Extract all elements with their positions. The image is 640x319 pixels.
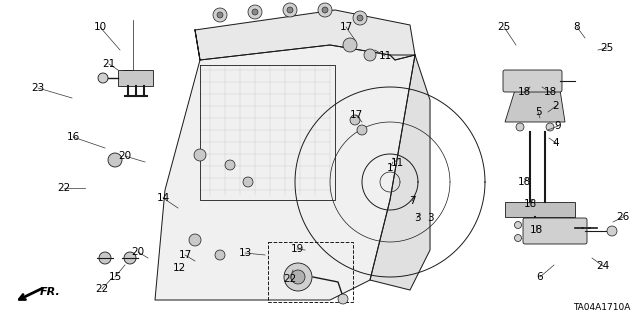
Text: 22: 22 <box>95 284 109 294</box>
Circle shape <box>98 73 108 83</box>
Text: 25: 25 <box>497 22 511 32</box>
Text: 18: 18 <box>517 87 531 97</box>
Text: 17: 17 <box>349 110 363 120</box>
Text: FR.: FR. <box>40 287 61 297</box>
Circle shape <box>357 125 367 135</box>
Polygon shape <box>155 30 415 300</box>
Polygon shape <box>505 202 575 217</box>
Circle shape <box>343 38 357 52</box>
Text: 23: 23 <box>31 83 45 93</box>
Circle shape <box>215 250 225 260</box>
Text: 12: 12 <box>172 263 186 273</box>
Text: 9: 9 <box>555 121 561 131</box>
Text: 15: 15 <box>108 272 122 282</box>
Polygon shape <box>505 90 565 122</box>
Text: 17: 17 <box>339 22 353 32</box>
Circle shape <box>284 263 312 291</box>
Circle shape <box>291 270 305 284</box>
Text: 16: 16 <box>67 132 79 142</box>
Text: 13: 13 <box>238 248 252 258</box>
Circle shape <box>283 3 297 17</box>
Circle shape <box>252 9 258 15</box>
FancyBboxPatch shape <box>523 218 587 244</box>
Polygon shape <box>195 10 415 60</box>
Text: 25: 25 <box>600 43 614 53</box>
Text: 17: 17 <box>179 250 191 260</box>
Text: 4: 4 <box>553 138 559 148</box>
Circle shape <box>287 7 293 13</box>
Circle shape <box>99 252 111 264</box>
Circle shape <box>516 123 524 131</box>
Text: 18: 18 <box>529 225 543 235</box>
Text: 22: 22 <box>58 183 70 193</box>
Text: 21: 21 <box>102 59 116 69</box>
Text: 11: 11 <box>378 51 392 61</box>
Circle shape <box>124 252 136 264</box>
Text: 20: 20 <box>118 151 132 161</box>
Text: 22: 22 <box>284 274 296 284</box>
Circle shape <box>353 11 367 25</box>
Text: 18: 18 <box>517 177 531 187</box>
Circle shape <box>546 123 554 131</box>
Text: 3: 3 <box>427 213 433 223</box>
Bar <box>268 242 353 302</box>
Text: 2: 2 <box>553 101 559 111</box>
Polygon shape <box>370 55 430 290</box>
Text: 7: 7 <box>409 196 415 206</box>
Text: 18: 18 <box>524 199 536 209</box>
Text: 1: 1 <box>387 163 394 173</box>
Circle shape <box>248 5 262 19</box>
Circle shape <box>217 12 223 18</box>
Circle shape <box>225 160 235 170</box>
Circle shape <box>338 294 348 304</box>
Circle shape <box>364 49 376 61</box>
FancyBboxPatch shape <box>503 70 562 92</box>
Text: 26: 26 <box>616 212 630 222</box>
Circle shape <box>350 115 360 125</box>
Text: 11: 11 <box>390 158 404 168</box>
Text: TA04A1710A: TA04A1710A <box>573 303 630 312</box>
Text: 8: 8 <box>573 22 580 32</box>
Text: 18: 18 <box>543 87 557 97</box>
Text: 10: 10 <box>93 22 107 32</box>
Circle shape <box>318 3 332 17</box>
Text: 6: 6 <box>537 272 543 282</box>
Text: 24: 24 <box>596 261 610 271</box>
Circle shape <box>515 234 522 241</box>
Text: 3: 3 <box>413 213 420 223</box>
Circle shape <box>357 15 363 21</box>
Text: 14: 14 <box>156 193 170 203</box>
Circle shape <box>515 221 522 228</box>
Circle shape <box>189 234 201 246</box>
Circle shape <box>607 226 617 236</box>
Text: 5: 5 <box>534 107 541 117</box>
Circle shape <box>243 177 253 187</box>
Text: 19: 19 <box>291 244 303 254</box>
Circle shape <box>213 8 227 22</box>
Circle shape <box>322 7 328 13</box>
Text: 20: 20 <box>131 247 145 257</box>
Circle shape <box>108 153 122 167</box>
Polygon shape <box>118 70 153 86</box>
Circle shape <box>194 149 206 161</box>
